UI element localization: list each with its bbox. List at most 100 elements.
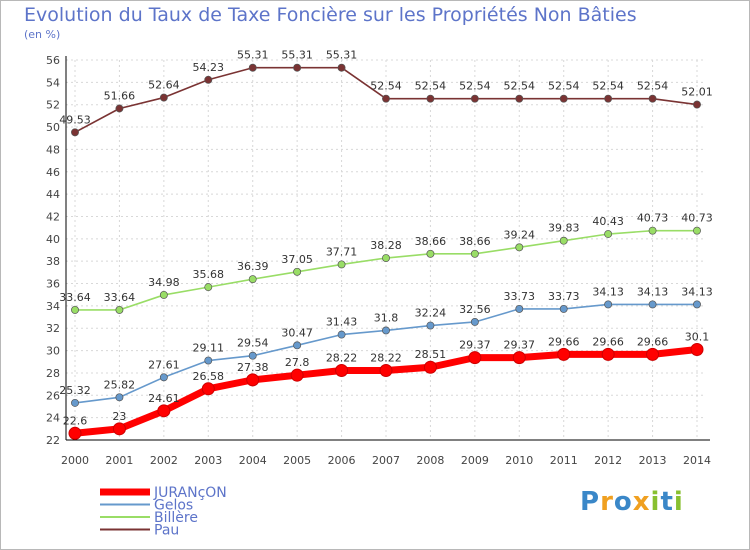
x-tick-label: 2006: [328, 454, 356, 467]
x-tick-label: 2014: [683, 454, 711, 467]
y-tick-label: 22: [46, 434, 60, 447]
y-tick-label: 32: [46, 322, 60, 335]
x-tick-label: 2001: [105, 454, 133, 467]
data-point: [468, 351, 482, 365]
data-label: 28.22: [370, 351, 402, 364]
data-point: [512, 351, 526, 365]
data-point: [248, 275, 257, 284]
data-label: 38.28: [370, 239, 402, 252]
legend-label: Gelos: [154, 498, 193, 514]
x-tick-label: 2002: [150, 454, 178, 467]
logo-letter: r: [600, 487, 614, 517]
data-point: [204, 283, 213, 292]
data-label: 25.32: [59, 384, 91, 397]
data-point: [68, 426, 82, 440]
data-point: [293, 341, 302, 350]
data-label: 52.54: [592, 80, 624, 93]
data-point: [71, 305, 79, 314]
data-point: [71, 398, 79, 407]
data-label: 51.66: [104, 90, 136, 103]
data-label: 27.61: [148, 358, 180, 371]
data-point: [693, 100, 701, 109]
data-label: 34.13: [637, 285, 669, 298]
data-label: 22.6: [63, 414, 88, 427]
data-label: 33.64: [104, 291, 136, 304]
data-label: 38.66: [415, 235, 447, 248]
x-tick-label: 2012: [594, 454, 622, 467]
logo-letter: i: [673, 487, 684, 517]
data-label: 29.66: [592, 335, 624, 348]
data-point: [159, 373, 168, 382]
data-point: [426, 249, 435, 258]
data-point: [157, 404, 171, 418]
y-tick-label: 38: [46, 255, 60, 268]
data-label: 30.1: [685, 330, 710, 343]
data-label: 37.71: [326, 245, 358, 258]
x-tick-label: 2008: [416, 454, 444, 467]
data-label: 55.31: [281, 49, 313, 62]
data-label: 31.8: [374, 311, 399, 324]
data-label: 40.73: [637, 212, 669, 225]
legend-label: Pau: [154, 523, 179, 539]
data-point: [426, 94, 435, 103]
data-point: [71, 128, 79, 137]
data-point: [159, 93, 168, 102]
data-point: [293, 63, 302, 72]
data-label: 40.73: [681, 212, 713, 225]
data-point: [559, 94, 568, 103]
y-tick-label: 28: [46, 367, 60, 380]
data-point: [337, 63, 346, 72]
data-label: 27.38: [237, 361, 269, 374]
x-tick-label: 2010: [505, 454, 533, 467]
data-label: 37.05: [281, 253, 313, 266]
legend-label: JURANçON: [153, 485, 227, 501]
data-label: 34.98: [148, 276, 180, 289]
y-tick-label: 30: [46, 345, 60, 358]
data-point: [112, 422, 126, 436]
y-tick-label: 26: [46, 389, 60, 402]
data-label: 29.37: [459, 339, 491, 352]
data-label: 55.31: [237, 49, 269, 62]
data-point: [290, 368, 304, 382]
data-label: 36.39: [237, 260, 269, 273]
legend-label: Billère: [154, 510, 198, 526]
data-point: [201, 382, 215, 396]
data-label: 52.01: [681, 86, 713, 99]
data-label: 55.31: [326, 49, 358, 62]
logo-letter: t: [660, 487, 674, 517]
x-tick-label: 2009: [461, 454, 489, 467]
x-tick-label: 2000: [61, 454, 89, 467]
y-tick-label: 34: [46, 300, 60, 313]
data-point: [601, 347, 615, 361]
data-point: [693, 300, 701, 309]
data-label: 33.64: [59, 291, 91, 304]
data-label: 29.66: [548, 335, 580, 348]
data-point: [515, 304, 524, 313]
data-point: [423, 360, 437, 374]
data-label: 27.8: [285, 356, 310, 369]
x-tick-label: 2007: [372, 454, 400, 467]
data-point: [382, 254, 390, 262]
data-point: [515, 243, 524, 252]
data-label: 30.47: [281, 326, 313, 339]
data-point: [159, 290, 168, 299]
data-point: [248, 351, 257, 360]
data-point: [559, 236, 568, 245]
data-point: [470, 94, 479, 103]
logo-letter: i: [650, 487, 661, 517]
y-tick-label: 44: [46, 188, 60, 201]
data-point: [604, 230, 613, 238]
data-label: 24.61: [148, 392, 180, 405]
data-point: [604, 300, 613, 309]
data-label: 54.23: [193, 61, 225, 74]
data-point: [115, 305, 124, 314]
data-point: [693, 226, 701, 235]
data-point: [204, 75, 213, 84]
data-point: [604, 94, 613, 103]
data-point: [648, 300, 657, 309]
data-label: 40.43: [592, 215, 624, 228]
data-label: 35.68: [193, 268, 225, 281]
data-point: [379, 363, 393, 377]
data-label: 25.82: [104, 378, 136, 391]
